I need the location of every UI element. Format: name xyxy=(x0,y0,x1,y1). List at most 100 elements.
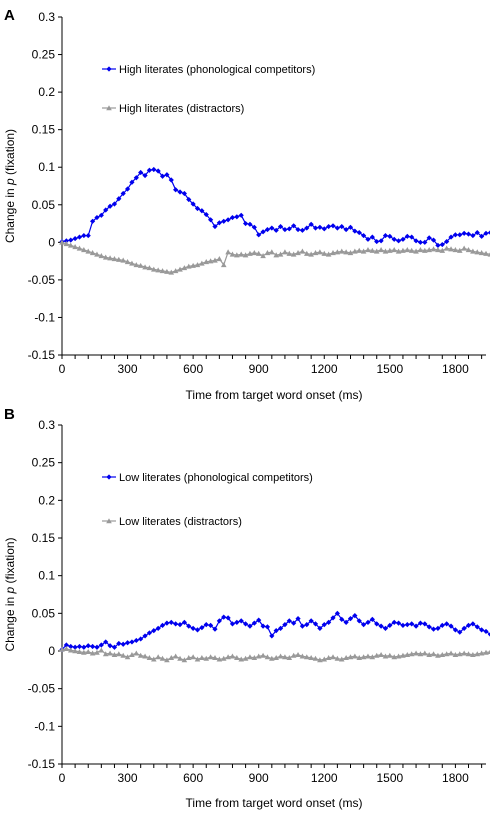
data-point xyxy=(334,655,341,661)
y-tick-label: 0.25 xyxy=(32,48,56,62)
y-tick-label: -0.15 xyxy=(28,348,56,362)
data-point xyxy=(409,621,415,627)
x-axis-label: Time from target word onset (ms) xyxy=(186,796,363,810)
data-point xyxy=(361,232,367,239)
data-point xyxy=(203,622,209,628)
y-tick-label: 0.2 xyxy=(38,493,55,507)
data-point xyxy=(387,247,393,253)
data-point xyxy=(107,643,113,649)
data-point xyxy=(107,255,113,261)
data-point xyxy=(330,250,336,256)
data-point xyxy=(120,257,126,263)
data-point xyxy=(63,642,69,648)
legend-label: High literates (phonological competitors… xyxy=(119,64,315,76)
data-point xyxy=(164,657,170,663)
data-point xyxy=(339,223,345,230)
data-point xyxy=(352,248,358,254)
data-point xyxy=(177,189,183,195)
data-point xyxy=(317,625,323,631)
data-point xyxy=(59,239,65,245)
data-point xyxy=(85,248,92,254)
data-point xyxy=(89,650,96,656)
data-point xyxy=(172,653,179,659)
data-point xyxy=(439,622,445,628)
data-point xyxy=(417,247,424,253)
data-point xyxy=(94,649,100,655)
data-point xyxy=(483,230,489,236)
data-point xyxy=(352,612,358,619)
data-point xyxy=(378,238,384,244)
data-point xyxy=(120,190,126,197)
data-point xyxy=(286,250,293,256)
x-axis-label: Time from target word onset (ms) xyxy=(186,388,363,402)
y-tick-label: 0 xyxy=(48,235,55,249)
data-point xyxy=(190,625,196,631)
series-distractors xyxy=(59,645,490,663)
data-point xyxy=(68,643,74,650)
y-tick-label: 0.2 xyxy=(38,85,55,99)
x-tick-label: 1800 xyxy=(442,771,469,785)
y-axis-label: Change in p (fixation) xyxy=(3,537,17,651)
legend-entry: High literates (phonological competitors… xyxy=(102,64,315,76)
data-point xyxy=(203,211,209,218)
data-point xyxy=(142,633,148,639)
data-point xyxy=(308,251,314,257)
data-point xyxy=(277,625,284,631)
data-point xyxy=(378,623,384,629)
data-point xyxy=(374,621,380,627)
data-point xyxy=(326,223,332,230)
data-point xyxy=(330,615,336,621)
data-point xyxy=(400,652,406,658)
data-point xyxy=(395,620,402,626)
data-point xyxy=(299,227,306,233)
data-point xyxy=(391,236,397,242)
y-tick-label: 0.3 xyxy=(38,10,55,24)
data-point xyxy=(220,655,227,661)
data-point xyxy=(435,247,441,253)
data-point xyxy=(207,654,214,660)
data-point xyxy=(173,187,179,193)
data-point xyxy=(382,248,389,254)
data-point xyxy=(303,250,310,256)
data-point xyxy=(339,616,345,622)
data-point xyxy=(181,657,188,663)
data-point xyxy=(369,234,375,240)
data-point xyxy=(216,220,222,226)
data-point xyxy=(181,190,187,197)
data-point xyxy=(312,225,319,231)
data-point xyxy=(461,245,467,251)
data-point xyxy=(146,654,153,661)
data-point xyxy=(347,654,354,660)
data-point xyxy=(404,247,411,253)
data-point xyxy=(286,654,293,661)
data-point xyxy=(185,654,192,661)
data-point xyxy=(181,265,188,271)
data-point xyxy=(369,247,376,253)
data-point xyxy=(208,622,214,628)
data-point xyxy=(430,626,437,632)
data-point xyxy=(155,168,161,174)
data-point xyxy=(317,249,323,255)
data-point xyxy=(391,619,397,625)
data-point xyxy=(256,232,262,238)
data-point xyxy=(89,250,96,256)
data-point xyxy=(203,655,210,661)
data-point xyxy=(439,247,446,253)
data-point xyxy=(76,648,83,654)
data-point xyxy=(173,621,179,627)
data-point xyxy=(238,656,245,662)
x-tick-label: 1500 xyxy=(376,362,403,376)
data-point xyxy=(465,247,472,253)
data-point xyxy=(255,653,262,659)
data-point xyxy=(85,232,91,239)
data-point xyxy=(400,247,406,253)
data-point xyxy=(155,654,161,660)
data-point xyxy=(260,652,266,658)
data-point xyxy=(308,618,314,624)
data-point xyxy=(456,651,463,657)
x-tick-label: 600 xyxy=(183,362,203,376)
data-point xyxy=(312,655,319,661)
y-tick-label: 0.3 xyxy=(38,418,55,432)
data-point xyxy=(72,648,78,654)
